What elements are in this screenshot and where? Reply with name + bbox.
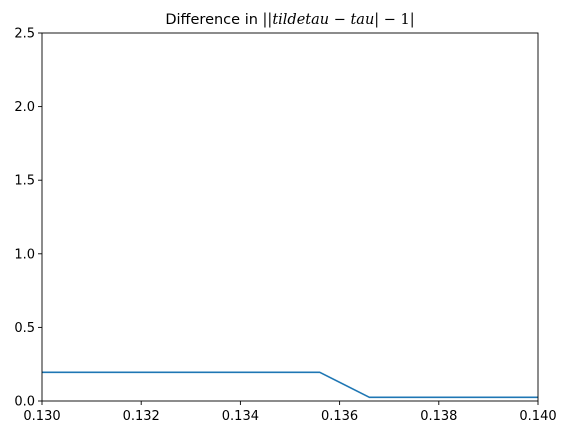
- chart-title-math-0: ||: [263, 12, 273, 28]
- x-tick-label: 0.130: [23, 409, 60, 424]
- y-tick-label: 0.5: [14, 321, 35, 336]
- chart-title-math-3: tau: [350, 12, 374, 28]
- y-tick-label: 1.5: [14, 174, 35, 189]
- chart-title-math-4: | − 1|: [374, 12, 414, 28]
- chart-title-prefix: Difference in: [165, 12, 262, 28]
- y-tick-label: 0.0: [14, 395, 35, 410]
- x-tick-label: 0.132: [123, 409, 160, 424]
- plot-area: 0.130 0.132 0.134 0.136 0.138 0.140 0.0 0.5 1.0 1…: [14, 27, 556, 425]
- x-tick-label: 0.140: [519, 409, 556, 424]
- x-tick-label: 0.136: [321, 409, 358, 424]
- series-line: [42, 371, 538, 399]
- plot-frame: [41, 32, 539, 402]
- chart-title-math-1: tildetau: [272, 12, 329, 28]
- chart-title-math-2: −: [329, 12, 350, 28]
- y-tick-label: 1.0: [14, 247, 35, 262]
- x-tick-label: 0.138: [420, 409, 457, 424]
- y-tick-label: 2.5: [14, 27, 35, 42]
- y-tick-label: 2.0: [14, 100, 35, 115]
- chart-title: Difference in ||tildetau − tau| − 1|: [165, 12, 414, 28]
- x-tick-label: 0.134: [222, 409, 259, 424]
